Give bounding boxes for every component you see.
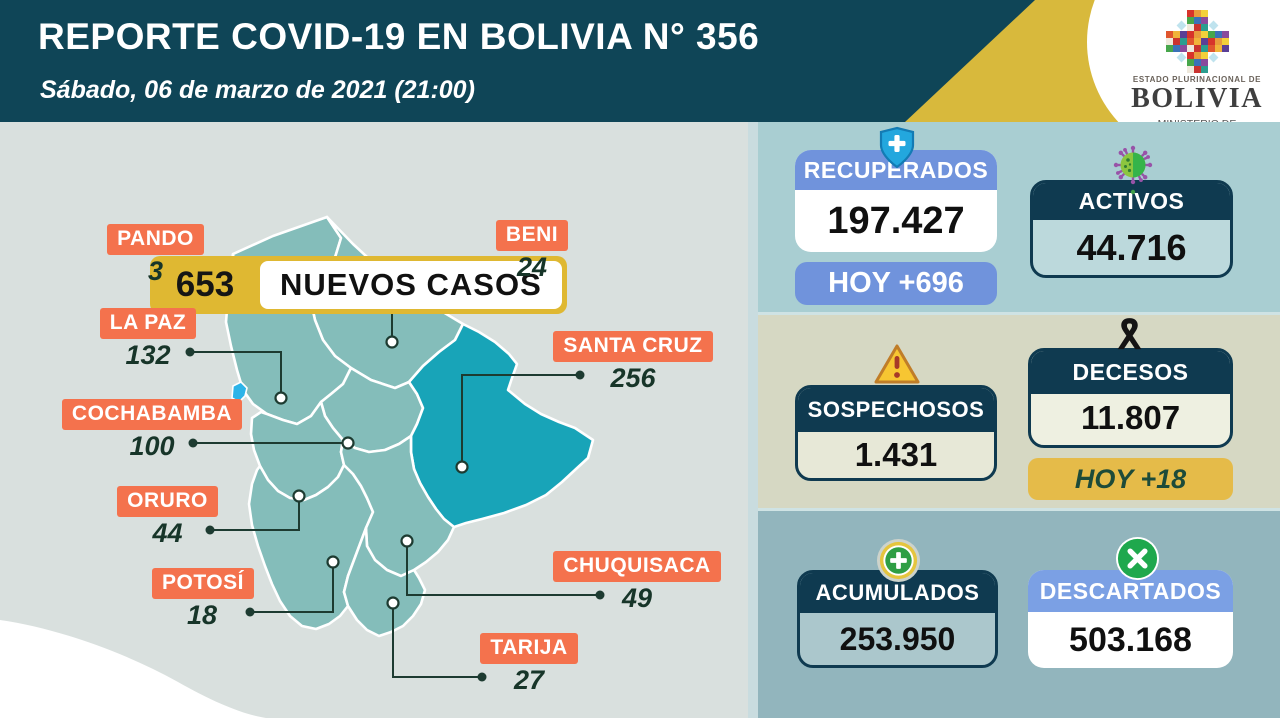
- department-label-cochabamba: COCHABAMBA 100: [61, 399, 243, 460]
- department-case-count: 132: [125, 340, 171, 370]
- corner-wave: [0, 620, 266, 718]
- department-name-badge: TARIJA: [480, 633, 578, 664]
- shield-plus-icon: [879, 126, 915, 169]
- new-cases-label: NUEVOS CASOS: [260, 261, 562, 309]
- map-panel: 653 NUEVOS CASOS PANDO 3 BENI 24 LA PAZ …: [0, 122, 748, 718]
- department-label-santa-cruz: SANTA CRUZ 256: [541, 331, 725, 392]
- deceased-card-value: 11.807: [1080, 399, 1181, 436]
- logo-country-text: BOLIVIA: [1131, 83, 1263, 114]
- lake-titicaca: [231, 381, 248, 403]
- department-name-badge: SANTA CRUZ: [553, 331, 713, 362]
- department-case-count: 49: [621, 583, 653, 613]
- department-case-count: 3: [147, 256, 164, 286]
- cumulative-card-title: ACUMULADOS: [800, 573, 995, 613]
- department-case-count: 44: [152, 518, 183, 548]
- discarded-card-title: DESCARTADOS: [1028, 570, 1233, 612]
- leader-tarija: [392, 603, 482, 678]
- department-label-chuquisaca: CHUQUISACA 49: [548, 551, 726, 612]
- department-name-badge: POTOSÍ: [152, 568, 254, 599]
- discarded-card: DESCARTADOS 503.168: [1028, 570, 1233, 668]
- department-name-badge: COCHABAMBA: [61, 399, 243, 430]
- cumulative-card: ACUMULADOS 253.950: [797, 570, 998, 668]
- department-label-pando: PANDO 3: [98, 224, 213, 285]
- deceased-today-badge: HOY +18: [1028, 458, 1233, 500]
- department-label-tarija: TARIJA 27: [474, 633, 584, 694]
- department-label-la-paz: LA PAZ 132: [98, 308, 198, 369]
- department-name-badge: BENI: [495, 220, 569, 251]
- department-name-badge: LA PAZ: [99, 308, 197, 339]
- page-subtitle: Sábado, 06 de marzo de 2021 (21:00): [40, 76, 475, 104]
- department-name-badge: ORURO: [117, 486, 218, 517]
- wiphala-cross-icon: [1166, 10, 1229, 73]
- department-name-badge: PANDO: [107, 224, 204, 255]
- new-cases-banner: 653 NUEVOS CASOS: [150, 256, 567, 314]
- department-label-oruro: ORURO 44: [114, 486, 221, 547]
- page-title: REPORTE COVID-19 EN BOLIVIA N° 356: [38, 16, 760, 57]
- leader-chuquisaca: [406, 541, 600, 596]
- new-cases-value: 653: [175, 265, 235, 304]
- map-region-tarija: [342, 526, 427, 638]
- department-case-count: 100: [129, 431, 175, 461]
- leader-la-paz: [190, 351, 282, 398]
- recovered-card-value: 197.427: [827, 199, 965, 242]
- x-circle-icon: [1115, 536, 1160, 581]
- department-case-count: 18: [186, 600, 218, 630]
- leader-oruro: [210, 496, 300, 531]
- map-region-santa-cruz: [407, 322, 595, 529]
- active-card-value: 44.716: [1076, 226, 1187, 268]
- department-case-count: 24: [516, 252, 548, 282]
- cumulative-card-value: 253.950: [839, 620, 956, 657]
- virus-icon: [1113, 145, 1153, 195]
- mourning-ribbon-icon: [1117, 318, 1142, 350]
- warning-triangle-icon: [874, 344, 920, 384]
- department-label-potosi: POTOSÍ 18: [152, 568, 254, 630]
- suspected-card: SOSPECHOSOS 1.431: [795, 385, 997, 481]
- department-case-count: 27: [513, 665, 545, 695]
- discarded-card-value: 503.168: [1069, 620, 1192, 659]
- department-label-beni: BENI 24: [490, 220, 574, 281]
- section-separator: [758, 312, 1280, 315]
- department-name-badge: CHUQUISACA: [553, 551, 721, 582]
- section-separator: [758, 508, 1280, 511]
- panel-divider: [748, 122, 758, 718]
- map-region-chuquisaca: [339, 434, 456, 578]
- leader-santa-cruz: [461, 374, 580, 467]
- leader-potosi: [250, 562, 334, 613]
- deceased-card: DECESOS 11.807: [1028, 348, 1233, 448]
- suspected-card-value: 1.431: [854, 436, 938, 473]
- recovered-card: RECUPERADOS 197.427: [795, 150, 997, 252]
- plus-circle-icon: [876, 538, 921, 583]
- logo-estado-text: ESTADO PLURINACIONAL DE: [1132, 75, 1262, 84]
- department-case-count: 256: [610, 363, 656, 393]
- suspected-card-title: SOSPECHOSOS: [798, 388, 994, 432]
- recovered-today-badge: HOY +696: [795, 262, 997, 305]
- deceased-card-title: DECESOS: [1031, 351, 1230, 394]
